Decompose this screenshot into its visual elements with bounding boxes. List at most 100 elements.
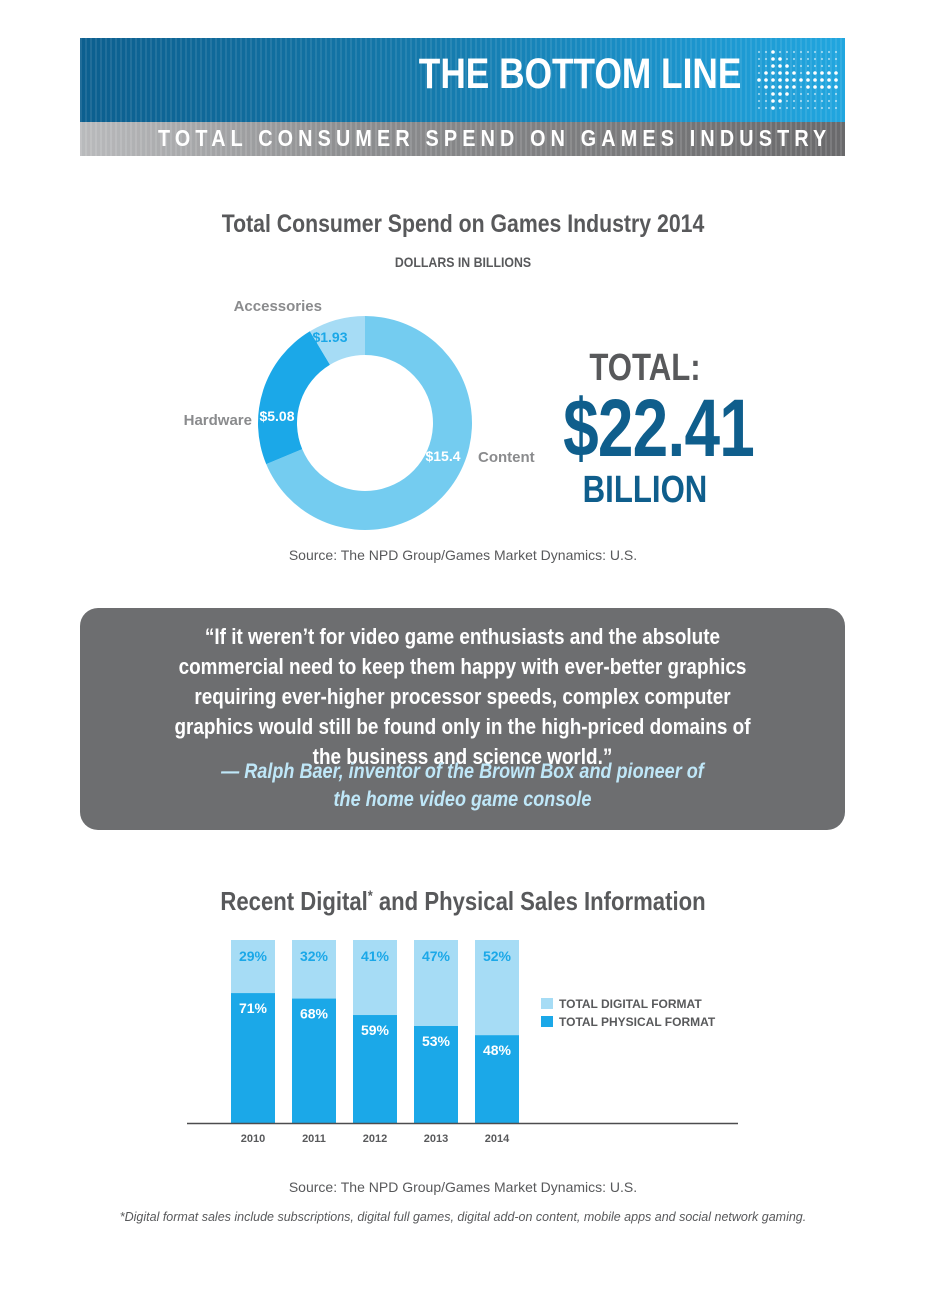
bar-digital-2014	[475, 940, 519, 1036]
dot-mark	[771, 50, 775, 54]
dot-mark	[771, 71, 775, 75]
donut-value-label: $5.08	[259, 408, 294, 424]
bar-footnote: *Digital format sales include subscripti…	[119, 1210, 807, 1224]
legend-label: TOTAL PHYSICAL FORMAT	[559, 1015, 716, 1029]
dot-mark	[834, 106, 838, 110]
dot-mark	[827, 99, 831, 103]
dot-mark	[827, 92, 831, 96]
dot-mark	[834, 71, 838, 75]
dot-mark	[764, 99, 768, 103]
donut-source: Source: The NPD Group/Games Market Dynam…	[288, 547, 638, 563]
dot-mark	[792, 50, 796, 54]
dot-mark	[771, 92, 775, 96]
donut-category-label-hardware: Hardware	[183, 412, 252, 429]
dot-mark	[764, 78, 768, 82]
dot-mark	[771, 106, 775, 110]
dot-mark	[757, 99, 761, 103]
dot-mark	[813, 85, 817, 89]
donut-chart: $15.4 $5.08 $1.93	[258, 316, 472, 530]
legend-swatch	[541, 1016, 553, 1027]
dot-mark	[834, 57, 838, 61]
bar-label-physical: 48%	[483, 1042, 512, 1058]
page-title: THE BOTTOM LINE	[418, 50, 741, 98]
dot-mark	[813, 50, 817, 54]
dot-mark	[764, 106, 768, 110]
quote-author-line-2: the home video game console	[333, 788, 592, 811]
bar-physical-2012	[353, 1015, 397, 1123]
bar-physical-2011	[292, 998, 336, 1123]
dot-mark	[771, 57, 775, 61]
dot-arrow-icon	[757, 50, 838, 110]
dot-mark	[757, 78, 761, 82]
dot-mark	[778, 92, 782, 96]
total-value: $22.41	[563, 383, 755, 474]
dot-mark	[799, 71, 803, 75]
bar-digital-2011	[292, 940, 336, 999]
bar-label-digital: 29%	[239, 948, 268, 964]
dot-mark	[806, 71, 810, 75]
dot-mark	[799, 85, 803, 89]
dot-mark	[785, 57, 789, 61]
dot-mark	[806, 99, 810, 103]
dot-mark	[778, 106, 782, 110]
donut-slice-hardware	[258, 331, 330, 465]
dot-mark	[799, 64, 803, 68]
dot-mark	[792, 85, 796, 89]
bar-digital-2012	[353, 940, 397, 1016]
dot-mark	[827, 64, 831, 68]
dot-mark	[834, 92, 838, 96]
dot-mark	[806, 64, 810, 68]
bar-physical-2013	[414, 1026, 458, 1123]
dot-mark	[827, 57, 831, 61]
donut-category-label-content: Content	[478, 449, 535, 466]
bar-label-physical: 53%	[422, 1033, 451, 1049]
bar-digital-2013	[414, 940, 458, 1027]
dot-mark	[792, 57, 796, 61]
dot-mark	[757, 71, 761, 75]
dot-mark	[827, 85, 831, 89]
dot-mark	[792, 99, 796, 103]
dot-mark	[813, 64, 817, 68]
dot-mark	[827, 106, 831, 110]
dot-mark	[757, 85, 761, 89]
bar-label-physical: 71%	[239, 1000, 268, 1016]
dot-mark	[806, 85, 810, 89]
dot-mark	[827, 71, 831, 75]
dot-mark	[806, 50, 810, 54]
dot-mark	[778, 71, 782, 75]
bar-chart-title-part2: and Physical Sales Information	[372, 886, 706, 916]
dot-mark	[778, 64, 782, 68]
dot-mark	[778, 57, 782, 61]
dot-mark	[792, 92, 796, 96]
total-block: TOTAL: $22.41 BILLION	[540, 348, 755, 511]
dot-mark	[757, 92, 761, 96]
dot-mark	[778, 99, 782, 103]
dot-mark	[799, 99, 803, 103]
dot-mark	[771, 99, 775, 103]
dot-mark	[827, 50, 831, 54]
donut-category-label-accessories: Accessories	[233, 298, 322, 315]
dot-mark	[820, 92, 824, 96]
dot-mark	[813, 106, 817, 110]
bar-label-physical: 68%	[300, 1006, 329, 1022]
dot-mark	[764, 50, 768, 54]
dot-mark	[820, 64, 824, 68]
dot-mark	[792, 106, 796, 110]
dot-mark	[820, 78, 824, 82]
dot-mark	[820, 71, 824, 75]
dot-mark	[827, 78, 831, 82]
dot-mark	[757, 57, 761, 61]
dot-mark	[799, 106, 803, 110]
dot-mark	[764, 57, 768, 61]
dot-mark	[785, 99, 789, 103]
bar-label-digital: 32%	[300, 948, 329, 964]
total-unit: BILLION	[582, 469, 708, 511]
dot-mark	[792, 64, 796, 68]
dot-mark	[834, 50, 838, 54]
dot-mark	[764, 71, 768, 75]
dot-mark	[785, 64, 789, 68]
donut-slice-accessories	[309, 316, 365, 365]
legend-swatch	[541, 998, 553, 1009]
x-tick-label: 2014	[485, 1133, 510, 1145]
